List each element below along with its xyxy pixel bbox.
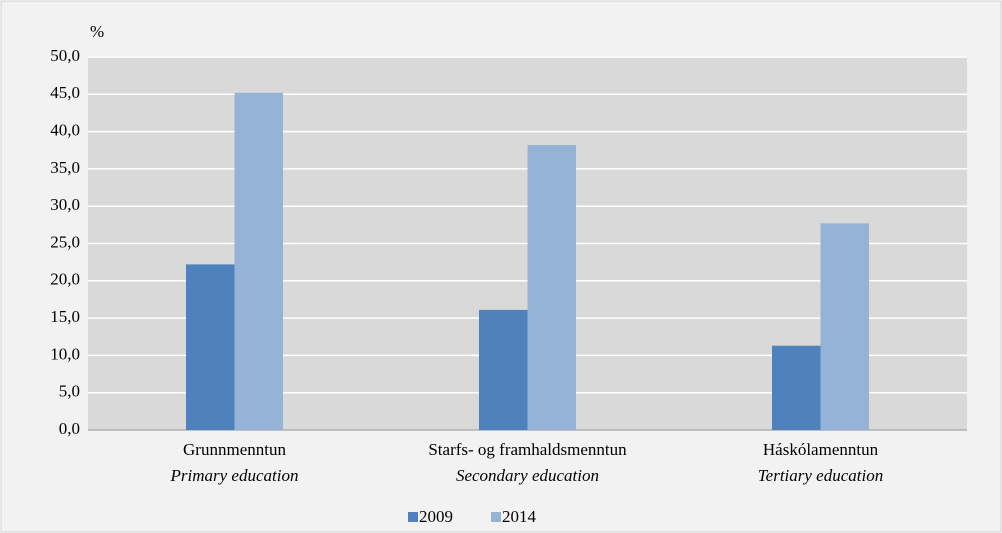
- bar: [772, 345, 821, 430]
- y-tick-label: 20,0: [50, 270, 80, 289]
- bar: [527, 145, 576, 430]
- y-tick-label: 25,0: [50, 232, 80, 251]
- legend-label: 2014: [502, 507, 537, 526]
- legend-swatch: [491, 512, 501, 522]
- y-tick-label: 45,0: [50, 83, 80, 102]
- y-tick-label: 35,0: [50, 158, 80, 177]
- y-tick-label: 15,0: [50, 307, 80, 326]
- legend-label: 2009: [419, 507, 453, 526]
- bar: [479, 309, 528, 430]
- bar: [234, 92, 283, 431]
- y-tick-label: 50,0: [50, 46, 80, 65]
- y-tick-label: 30,0: [50, 195, 80, 214]
- x-tick-label: Grunnmenntun: [183, 440, 286, 459]
- y-axis-label: %: [90, 22, 104, 41]
- y-tick-label: 10,0: [50, 344, 80, 363]
- bar: [820, 223, 869, 430]
- legend-swatch: [408, 512, 418, 522]
- x-tick-label: Starfs- og framhaldsmenntun: [428, 440, 627, 459]
- x-tick-label: Háskólamenntun: [763, 440, 879, 459]
- bar: [186, 264, 235, 430]
- y-tick-label: 0,0: [59, 419, 80, 438]
- y-tick-label: 5,0: [59, 382, 80, 401]
- x-tick-sublabel: Secondary education: [456, 466, 599, 485]
- y-tick-label: 40,0: [50, 121, 80, 140]
- x-tick-sublabel: Primary education: [170, 466, 299, 485]
- x-tick-sublabel: Tertiary education: [758, 466, 883, 485]
